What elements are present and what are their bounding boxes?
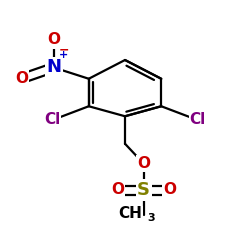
Text: CH: CH	[119, 206, 142, 221]
Text: Cl: Cl	[190, 112, 206, 128]
Text: O: O	[15, 71, 28, 86]
Text: Cl: Cl	[44, 112, 60, 128]
Text: −: −	[58, 44, 69, 57]
Text: O: O	[47, 32, 60, 48]
Text: +: +	[59, 50, 69, 60]
Text: O: O	[111, 182, 124, 198]
Text: 3: 3	[148, 213, 155, 223]
Text: N: N	[46, 58, 61, 76]
Text: O: O	[137, 156, 150, 171]
Text: O: O	[164, 182, 176, 198]
Text: S: S	[137, 181, 150, 199]
